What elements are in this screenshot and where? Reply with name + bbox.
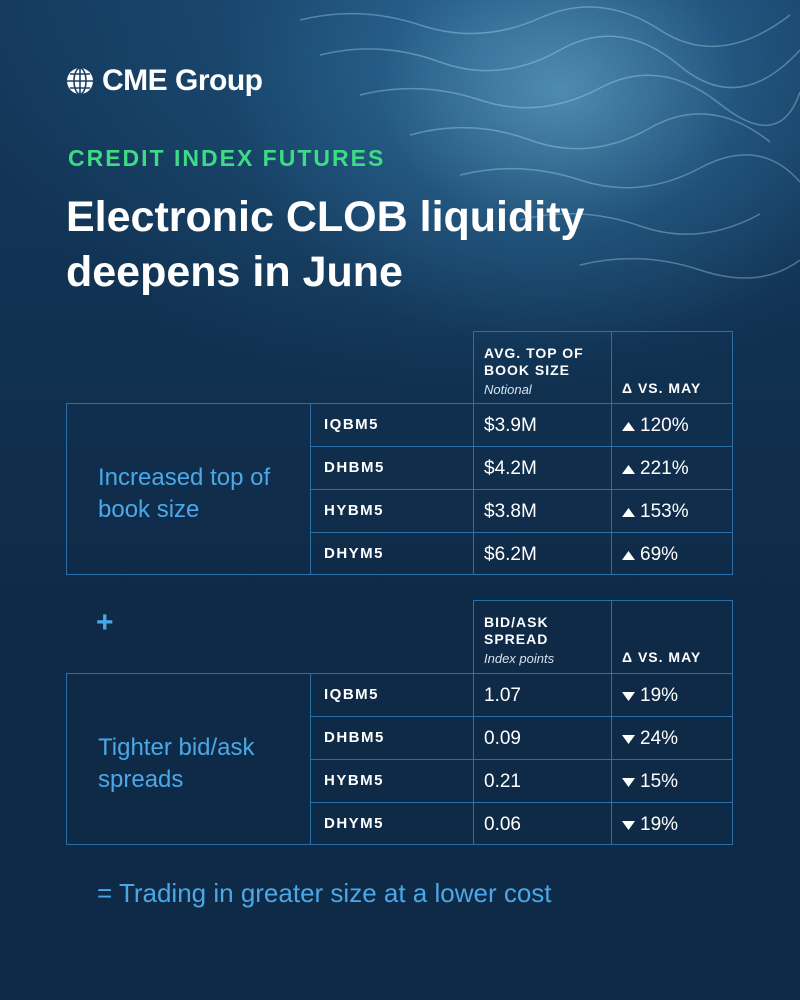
value: $6.2M — [484, 544, 537, 565]
ticker: DHYM5 — [324, 815, 385, 832]
ticker: DHYM5 — [324, 545, 385, 562]
book-size-delta-header-cell: Δ VS. MAY — [611, 331, 733, 404]
change-value: 69% — [640, 544, 679, 565]
value: $3.9M — [484, 415, 537, 436]
table-row: DHYM5 — [310, 802, 474, 845]
triangle-up-icon — [622, 507, 635, 517]
change: 15% — [622, 771, 678, 793]
triangle-down-icon — [622, 691, 635, 701]
change: 19% — [622, 814, 678, 836]
spread-delta-header: Δ VS. MAY — [622, 649, 702, 665]
triangle-down-icon — [622, 820, 635, 830]
value: 1.07 — [484, 685, 521, 706]
page-headline: Electronic CLOB liquidity deepens in Jun… — [66, 193, 585, 296]
change: 69% — [622, 544, 678, 566]
change-cell: 120% — [611, 403, 733, 447]
triangle-up-icon — [622, 464, 635, 474]
change-cell: 153% — [611, 489, 733, 533]
change: 120% — [622, 415, 689, 437]
table-row: IQBM5 — [310, 403, 474, 447]
change-cell: 19% — [611, 673, 733, 717]
value: $3.8M — [484, 501, 537, 522]
ticker: HYBM5 — [324, 502, 385, 519]
ticker: HYBM5 — [324, 772, 385, 789]
water-caustics-decoration — [299, 6, 800, 279]
spread-header-sub: Index points — [484, 651, 555, 666]
book-size-header-cell: AVG. TOP OF BOOK SIZE Notional — [473, 331, 612, 404]
change-cell: 69% — [611, 532, 733, 575]
ticker: DHBM5 — [324, 729, 385, 746]
change-cell: 15% — [611, 759, 733, 803]
value-cell: $3.8M — [473, 489, 612, 533]
change-cell: 19% — [611, 802, 733, 845]
change-cell: 24% — [611, 716, 733, 760]
value: 0.21 — [484, 771, 521, 792]
change-value: 19% — [640, 685, 679, 706]
value-cell: 0.06 — [473, 802, 612, 845]
book-size-label-cell: Increased top of book size — [66, 403, 311, 575]
ticker: DHBM5 — [324, 459, 385, 476]
spread-group-label: Tighter bid/ask spreads — [98, 734, 255, 793]
change-value: 24% — [640, 728, 679, 749]
table-row: DHBM5 — [310, 716, 474, 760]
plus-sign: + — [96, 606, 114, 639]
spread-delta-header-cell: Δ VS. MAY — [611, 600, 733, 674]
brand-logo: CME Group — [66, 64, 263, 98]
triangle-up-icon — [622, 421, 635, 431]
book-size-delta-header: Δ VS. MAY — [622, 380, 702, 396]
value-cell: $4.2M — [473, 446, 612, 490]
ticker: IQBM5 — [324, 416, 380, 433]
change: 19% — [622, 685, 678, 707]
change-value: 19% — [640, 814, 679, 835]
value: $4.2M — [484, 458, 537, 479]
triangle-down-icon — [622, 777, 635, 787]
book-size-header-title: AVG. TOP OF BOOK SIZE — [484, 345, 584, 378]
value-cell: $6.2M — [473, 532, 612, 575]
value-cell: 0.21 — [473, 759, 612, 803]
table-row: HYBM5 — [310, 759, 474, 803]
ticker: IQBM5 — [324, 686, 380, 703]
table-row: DHYM5 — [310, 532, 474, 575]
change: 24% — [622, 728, 678, 750]
change: 221% — [622, 458, 689, 480]
value: 0.09 — [484, 728, 521, 749]
book-size-header-sub: Notional — [484, 382, 532, 397]
section-kicker: CREDIT INDEX FUTURES — [68, 145, 386, 171]
change-cell: 221% — [611, 446, 733, 490]
change-value: 15% — [640, 771, 679, 792]
table-row: HYBM5 — [310, 489, 474, 533]
table-row: DHBM5 — [310, 446, 474, 490]
value-cell: $3.9M — [473, 403, 612, 447]
change-value: 221% — [640, 458, 689, 479]
spread-header-title: BID/ASK SPREAD — [484, 614, 549, 647]
globe-icon — [67, 67, 93, 95]
value-cell: 0.09 — [473, 716, 612, 760]
table-row: IQBM5 — [310, 673, 474, 717]
footer-tagline: = Trading in greater size at a lower cos… — [97, 878, 552, 908]
change: 153% — [622, 501, 689, 523]
value-cell: 1.07 — [473, 673, 612, 717]
book-size-group-label: Increased top of book size — [98, 464, 271, 523]
change-value: 153% — [640, 501, 689, 522]
triangle-down-icon — [622, 734, 635, 744]
spread-label-cell: Tighter bid/ask spreads — [66, 673, 311, 845]
change-value: 120% — [640, 415, 689, 436]
triangle-up-icon — [622, 550, 635, 560]
spread-header-cell: BID/ASK SPREAD Index points — [473, 600, 612, 674]
value: 0.06 — [484, 814, 521, 835]
brand-name: CME Group — [102, 64, 263, 97]
